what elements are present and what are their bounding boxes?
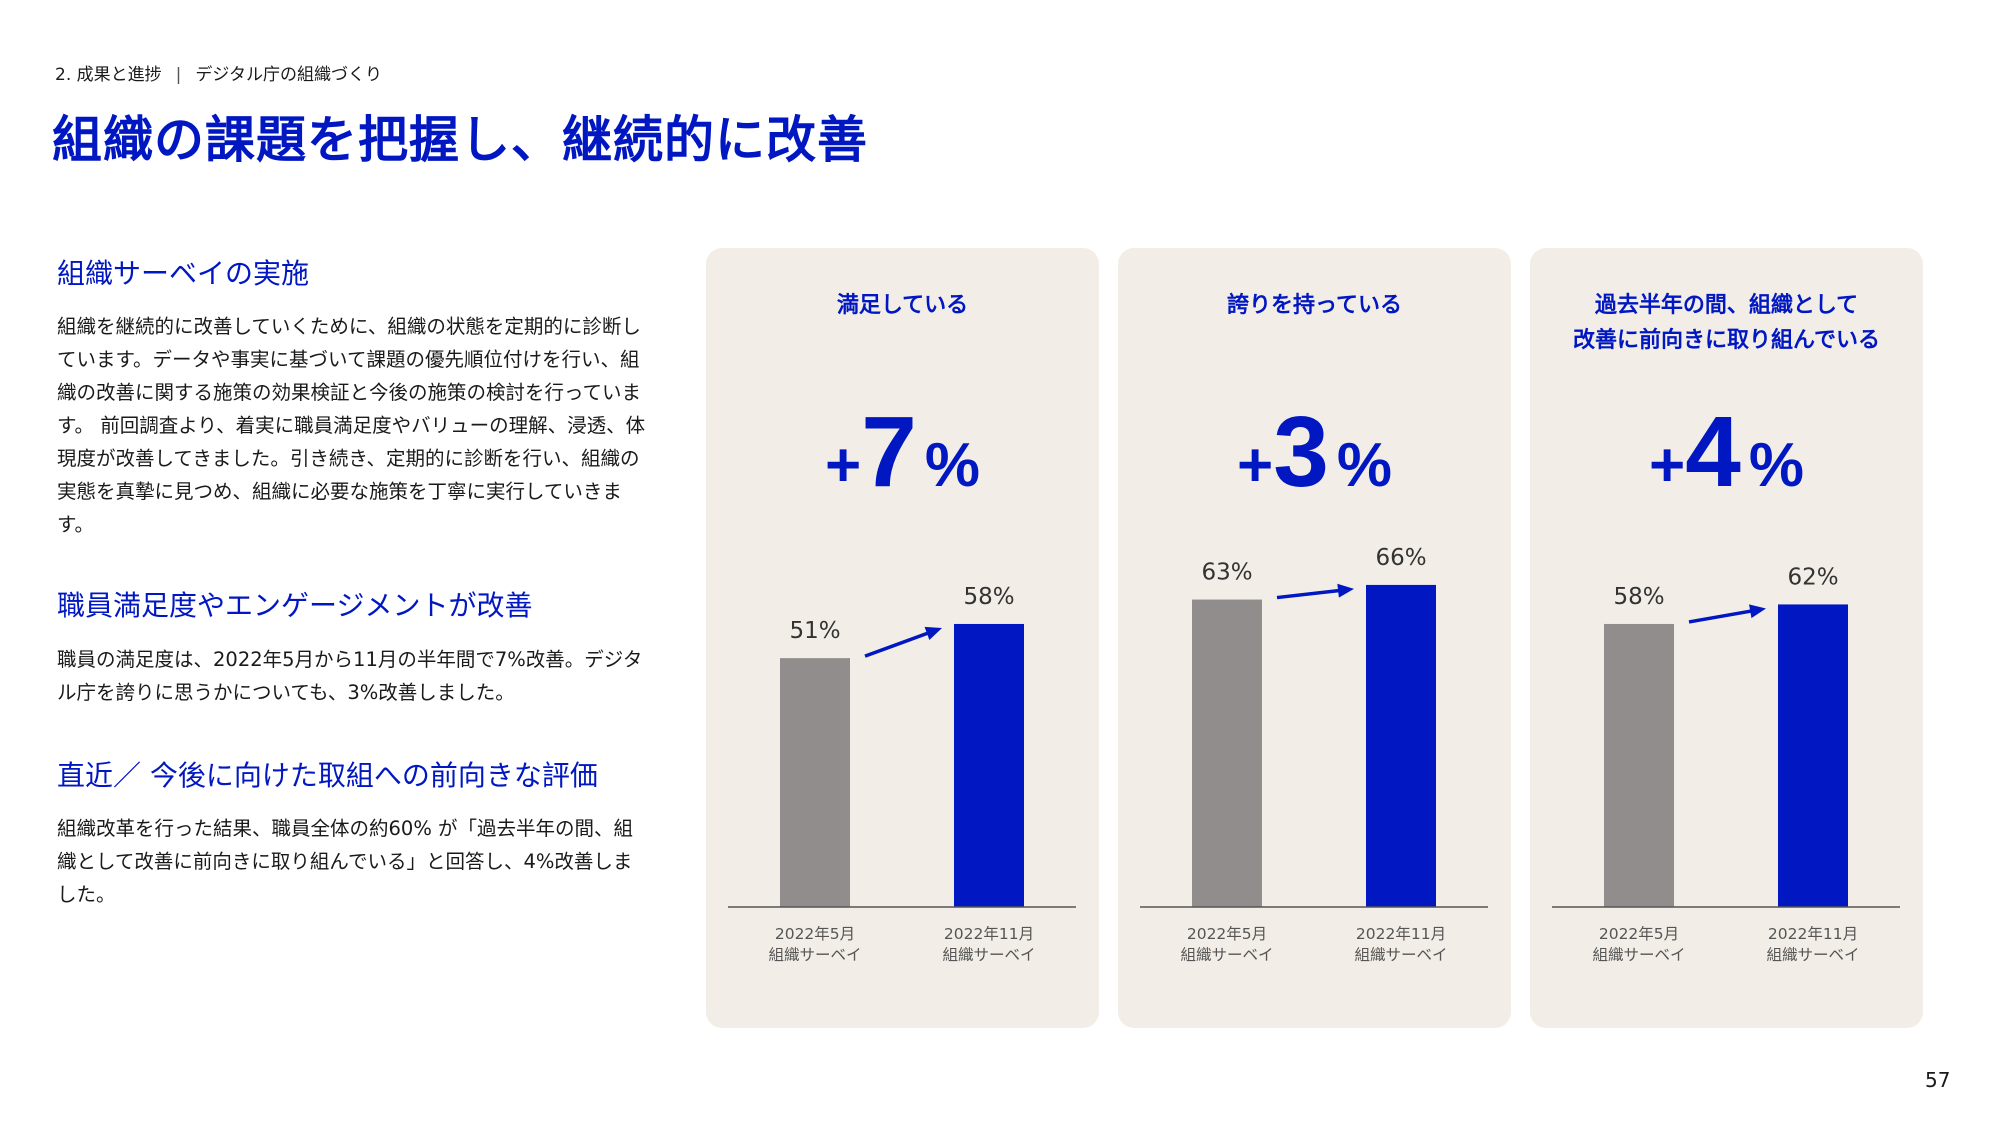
breadcrumb-separator: | [175,65,182,85]
bar-previous [780,658,850,907]
chart-card-3: 過去半年の間、組織として 改善に前向きに取り組んでいる +4% 58% 2022年5月組… [1530,248,1923,1028]
trend-arrow-head-icon [1749,604,1766,619]
category-label: 2022年11月 [1356,925,1446,943]
section-heading-evaluation: 直近／ 今後に向けた取組への前向きな評価 [57,759,598,792]
trend-arrow-head-icon [1337,583,1354,598]
category-label: 組織サーベイ [942,946,1035,964]
trend-arrow-line [1276,588,1345,600]
chart-title: 過去半年の間、組織として 改善に前向きに取り組んでいる [1530,288,1923,358]
change-sign: + [1237,431,1274,500]
bar-current [1366,584,1436,907]
data-label: 58% [963,584,1014,610]
chart-title-line: 満足している [836,293,969,318]
breadcrumb-section: 2. 成果と進捗 [55,65,162,85]
page-title: 組織の課題を把握し、継続的に改善 [52,111,868,169]
category-label: 2022年5月 [1599,925,1679,943]
data-label: 58% [1613,584,1664,610]
section-heading-survey: 組織サーベイの実施 [57,257,310,290]
data-label: 66% [1375,545,1426,571]
change-number: 4 [1685,396,1741,508]
bar-previous [1604,623,1674,907]
change-number: 7 [861,396,917,508]
breadcrumb-page: デジタル庁の組織づくり [195,65,383,85]
trend-arrow-line [864,629,934,658]
category-label: 組織サーベイ [768,946,861,964]
chart-card-2: 誇りを持っている +3% 63% 2022年5月 組織サーベイ 66% 2022年11月 組織… [1118,248,1511,1028]
trend-arrow-line [1688,608,1757,624]
category-label: 2022年11月 [1768,925,1858,943]
section-body-survey: 組織を継続的に改善していくために、組織の状態を定期的に診断しています。データや事… [57,315,646,536]
chart-card-1: 満足している +7% 51% 2022年5月 組織サーベイ 58% 2022年11月 組織サー… [706,248,1099,1028]
category-label: 2022年11月 [944,925,1034,943]
data-label: 51% [789,618,840,644]
chart-title: 満足している [706,288,1099,323]
category-label: 組織サーベイ [1592,946,1685,964]
category-label: 2022年5月 [775,925,855,943]
change-value: +3% [1118,395,1511,510]
page-number: 57 [1925,1068,1951,1092]
data-label: 63% [1201,560,1252,586]
change-number: 3 [1273,396,1329,508]
chart-title-line: 誇りを持っている [1227,293,1402,318]
change-value: +4% [1530,395,1923,510]
change-sign: + [825,431,862,500]
section-body-evaluation: 組織改革を行った結果、職員全体の約60% が「過去半年の間、組織として改善に前向… [57,817,634,906]
change-unit: % [924,431,980,500]
bar-current [1778,604,1848,907]
category-label: 2022年5月 [1187,925,1267,943]
bar-current [954,623,1024,907]
chart-title-line: 過去半年の間、組織として [1594,293,1859,318]
section-heading-satisfaction: 職員満足度やエンゲージメントが改善 [57,589,533,622]
breadcrumb: 2. 成果と進捗 | デジタル庁の組織づくり [55,60,382,85]
chart-title-line: 改善に前向きに取り組んでいる [1573,328,1880,353]
trend-arrow-head-icon [924,626,942,641]
change-value: +7% [706,395,1099,510]
category-label: 組織サーベイ [1354,946,1447,964]
change-unit: % [1336,431,1392,500]
section-body-satisfaction: 職員の満足度は、2022年5月から11月の半年間で7%改善。デジタル庁を誇りに思… [57,648,643,704]
chart-title: 誇りを持っている [1118,288,1511,323]
category-label: 組織サーベイ [1180,946,1273,964]
change-unit: % [1748,431,1804,500]
change-sign: + [1649,431,1686,500]
bar-previous [1192,599,1262,907]
data-label: 62% [1787,564,1838,590]
category-label: 組織サーベイ [1766,946,1859,964]
